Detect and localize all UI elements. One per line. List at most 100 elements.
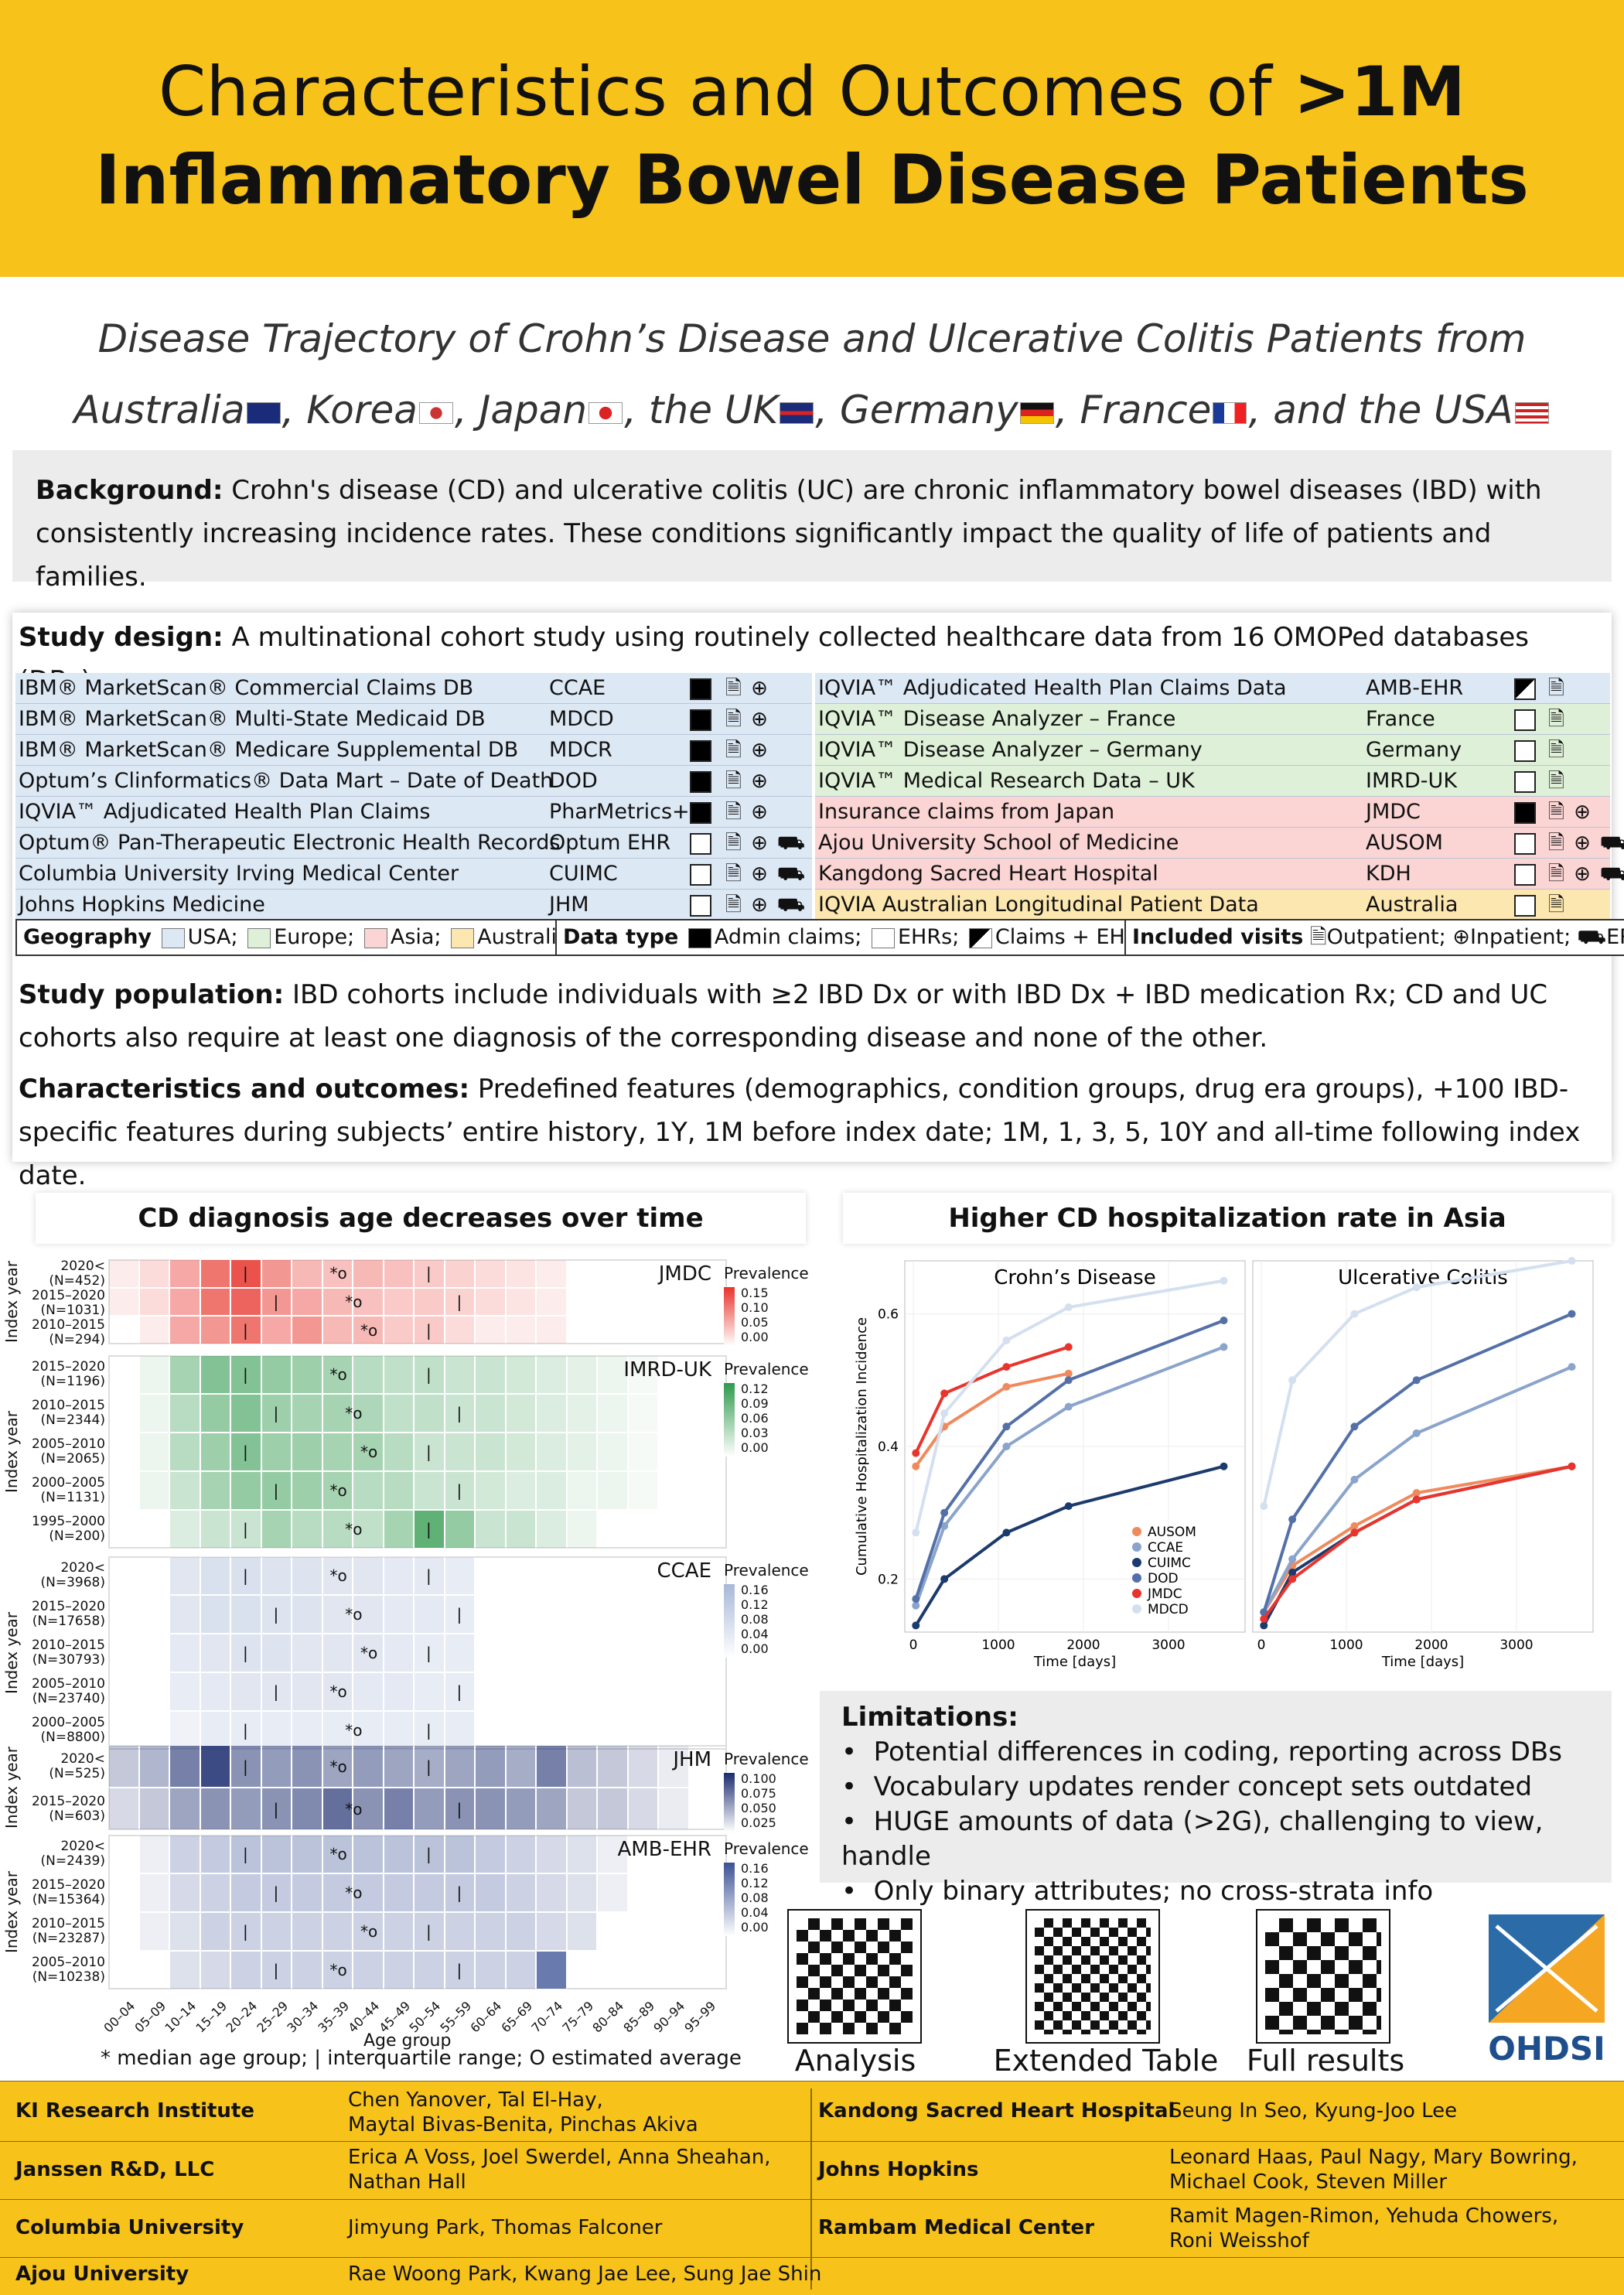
heatmap-footnote: * median age group; | interquartile rang… — [101, 2047, 742, 2070]
heatmap-cell — [536, 1788, 567, 1830]
heatmap-cell — [505, 1471, 536, 1510]
data-type-square — [690, 864, 711, 886]
data-type-square — [690, 895, 711, 917]
heatmap-markers: | *o | — [243, 1644, 432, 1662]
affiliation-org: Rambam Medical Center — [818, 2216, 1095, 2239]
age-tick: 50–54 — [406, 1998, 444, 2036]
chart-title: Crohn’s Disease — [994, 1266, 1155, 1289]
affiliation-org: Kandong Sacred Heart Hospital — [818, 2099, 1175, 2123]
heatmap-cell — [292, 1355, 322, 1394]
data-point — [912, 1621, 920, 1630]
heatmap-cell — [475, 1394, 506, 1433]
legend-label: JMDC — [1147, 1586, 1182, 1602]
data-point — [1064, 1376, 1073, 1385]
heatmap-cell — [353, 1394, 384, 1433]
heatmap-cell — [536, 1835, 567, 1873]
heatmap-cell — [597, 1745, 628, 1788]
heatmap-cell — [292, 1394, 322, 1433]
heatmap-cell — [261, 1355, 292, 1394]
characteristics-text: Characteristics and outcomes: Predefined… — [19, 1074, 1581, 1191]
heatmap-cell — [292, 1711, 322, 1750]
heatmap-cell — [627, 1355, 658, 1394]
heatmap-cell — [444, 1711, 475, 1750]
heatmap-cell — [322, 1355, 353, 1394]
qr-full-results[interactable] — [1256, 1909, 1390, 2044]
heatmap-cell — [597, 1433, 628, 1471]
heatmap-cell — [444, 1745, 475, 1788]
heatmap-db-label: AMB-EHR — [617, 1838, 711, 1861]
heatmap-cell — [414, 1316, 445, 1344]
heatmap-cell — [505, 1433, 536, 1471]
heatmap-cell — [292, 1788, 322, 1830]
affiliation-authors: Roni Weisshof — [1169, 2229, 1309, 2252]
heatmap-cell — [169, 1672, 200, 1711]
heatmap-cell — [383, 1745, 414, 1788]
heatmap-cell — [200, 1672, 230, 1711]
age-tick: 65–69 — [497, 1998, 535, 2036]
heatmap-cell — [230, 1394, 261, 1433]
legend-marker — [1132, 1604, 1141, 1614]
db-name: IBM® MarketScan® Multi-State Medicaid DB — [19, 707, 486, 731]
heatmap-cell — [383, 1788, 414, 1830]
heatmap-cell — [566, 1912, 597, 1951]
heatmap-cell — [536, 1471, 567, 1510]
data-point — [1064, 1369, 1073, 1378]
heatmap-markers: | *o | — [273, 1605, 462, 1624]
db-abbr: JMDC — [1366, 800, 1421, 824]
heatmap-cell — [597, 1471, 628, 1510]
heatmap-cell — [200, 1433, 230, 1471]
heatmap-cell — [322, 1259, 353, 1288]
heatmap-cell — [230, 1556, 261, 1595]
heatmap-cell — [353, 1835, 384, 1873]
heatmap-cell — [322, 1951, 353, 1989]
subtitle-line-2: Australia, Korea, Japan, the UK, Germany… — [31, 374, 1593, 446]
heatmap-cell — [169, 1316, 200, 1344]
heatmap-cell — [322, 1394, 353, 1433]
heatmap-cell — [414, 1556, 445, 1595]
qr-extended-table[interactable] — [1025, 1909, 1160, 2044]
heatmap-y-label: Index year — [2, 1260, 21, 1344]
heatmap-cell — [383, 1634, 414, 1672]
heatmap-cell — [444, 1355, 475, 1394]
france-flag-icon — [1213, 401, 1247, 424]
heatmap-cell — [444, 1556, 475, 1595]
heatmap-cell — [383, 1835, 414, 1873]
db-name: Optum® Pan-Therapeutic Electronic Health… — [19, 831, 561, 855]
heatmap-cell — [353, 1711, 384, 1750]
heatmap-markers: | *o | — [273, 1293, 462, 1311]
heatmap-cell — [322, 1287, 353, 1317]
heatmap-cell — [536, 1259, 567, 1288]
heatmap-cell — [353, 1912, 384, 1951]
heatmap-cell — [261, 1510, 292, 1549]
db-name: Columbia University Irving Medical Cente… — [19, 862, 459, 886]
affiliation-org: Janssen R&D, LLC — [15, 2158, 215, 2181]
study-design-section: Study design: A multinational cohort stu… — [12, 613, 1624, 1162]
heatmap-cell — [261, 1912, 292, 1951]
data-type-square — [1514, 709, 1536, 731]
heatmap-cell — [627, 1788, 658, 1830]
data-point — [912, 1449, 920, 1457]
heatmap-cell — [597, 1835, 628, 1873]
heatmap-cell — [536, 1745, 567, 1788]
heatmap-cell — [353, 1873, 384, 1912]
db-row: IQVIA™ Medical Research Data – UK IMRD-UK… — [815, 766, 1610, 797]
visit-icons: 🗎 ⊕ ⛟ — [725, 832, 807, 855]
db-name: IQVIA™ Disease Analyzer – France — [818, 707, 1176, 731]
visit-icons: 🗎 ⊕ ⛟ — [725, 862, 807, 886]
heatmap-cell — [505, 1355, 536, 1394]
heatmap-cell — [383, 1873, 414, 1912]
heatmap-cell — [169, 1634, 200, 1672]
affiliation-authors: Maytal Bivas-Benita, Pinchas Akiva — [348, 2113, 698, 2136]
heatmap-cell — [108, 1788, 139, 1830]
study-population-text: Study population: IBD cohorts include in… — [19, 979, 1548, 1054]
qr-analysis-package[interactable] — [787, 1909, 922, 2044]
affiliation-org: Columbia University — [15, 2216, 244, 2239]
heatmap-cell — [322, 1912, 353, 1951]
x-axis-label: Time [days] — [1381, 1654, 1464, 1670]
heatmap-cell — [292, 1672, 322, 1711]
legend-marker — [1132, 1558, 1141, 1567]
heatmap-markers: | *o | — [273, 1481, 462, 1500]
db-row: IQVIA™ Adjudicated Health Plan Claims Da… — [815, 673, 1610, 704]
heatmap-cell — [322, 1672, 353, 1711]
heatmap-markers: | *o | — [273, 1961, 462, 1979]
